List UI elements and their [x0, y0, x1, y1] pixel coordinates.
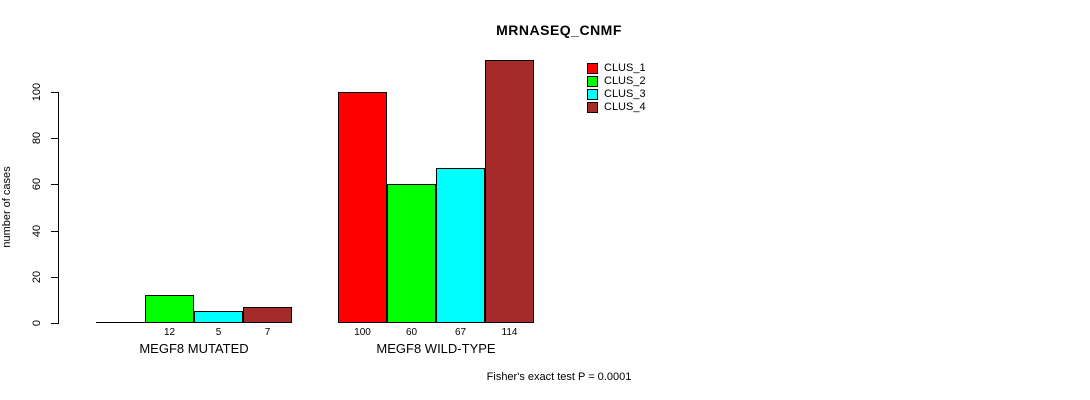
bar-clus_4-1	[243, 307, 292, 323]
bar-clus_1-1-zero	[96, 322, 145, 323]
legend-item: CLUS_4	[587, 101, 646, 114]
y-tick-label: 60	[31, 178, 43, 191]
y-tick-mark	[51, 230, 58, 232]
bar-clus_3-2	[436, 168, 485, 323]
bar-clus_2-2	[387, 184, 436, 323]
bar-value-label: 67	[454, 327, 467, 338]
bar-value-label: 100	[354, 327, 371, 338]
y-axis-line	[58, 92, 59, 324]
bar-value-label: 60	[405, 327, 418, 338]
bar-clus_2-1	[145, 295, 194, 323]
y-tick-label: 100	[31, 82, 43, 102]
bar-clus_1-2	[338, 92, 387, 323]
y-axis-label: number of cases	[1, 166, 13, 248]
footer-annotation: Fisher's exact test P = 0.0001	[486, 371, 632, 383]
legend-label: CLUS_2	[604, 75, 646, 87]
legend-label: CLUS_1	[604, 62, 646, 74]
y-tick-mark	[51, 92, 58, 93]
x-group-label: MEGF8 WILD-TYPE	[376, 341, 496, 356]
legend: CLUS_1 CLUS_2 CLUS_3 CLUS_4	[587, 62, 646, 114]
legend-label: CLUS_3	[604, 88, 646, 100]
bar-value-label: 5	[215, 327, 222, 338]
y-tick-mark	[51, 276, 58, 278]
bar-value-label: 114	[501, 327, 518, 338]
bar-value-label: 7	[264, 327, 271, 338]
y-tick-mark	[51, 184, 58, 186]
bar-clus_3-1	[194, 311, 243, 323]
y-tick-mark	[51, 138, 58, 140]
y-tick-label: 0	[31, 319, 43, 327]
legend-swatch-clus_2	[587, 76, 598, 87]
y-tick-label: 40	[31, 224, 43, 237]
y-tick-label: 80	[31, 132, 43, 145]
legend-label: CLUS_4	[604, 101, 646, 113]
bar-value-label: 12	[163, 327, 176, 338]
legend-item: CLUS_2	[587, 75, 646, 88]
legend-item: CLUS_1	[587, 62, 646, 75]
bar-clus_4-2	[485, 60, 534, 323]
y-tick-mark	[51, 323, 58, 324]
chart-title: MRNASEQ_CNMF	[496, 22, 622, 38]
y-tick-label: 20	[31, 270, 43, 283]
legend-item: CLUS_3	[587, 88, 646, 101]
legend-swatch-clus_4	[587, 102, 598, 113]
legend-swatch-clus_3	[587, 89, 598, 100]
x-group-label: MEGF8 MUTATED	[139, 341, 249, 356]
legend-swatch-clus_1	[587, 63, 598, 74]
